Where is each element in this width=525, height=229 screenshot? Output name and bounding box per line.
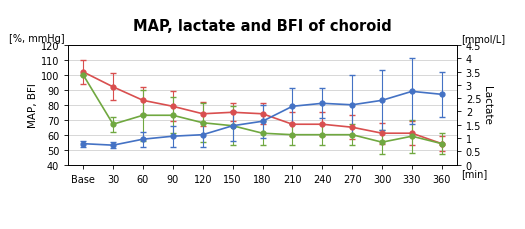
Y-axis label: Lactate: Lactate — [482, 86, 492, 125]
Y-axis label: MAP, BFI: MAP, BFI — [28, 83, 38, 128]
Text: [min]: [min] — [461, 169, 487, 179]
Title: MAP, lactate and BFI of choroid: MAP, lactate and BFI of choroid — [133, 19, 392, 34]
Text: [mmol/L]: [mmol/L] — [460, 33, 505, 44]
Text: [%, mmHg]: [%, mmHg] — [9, 33, 65, 44]
